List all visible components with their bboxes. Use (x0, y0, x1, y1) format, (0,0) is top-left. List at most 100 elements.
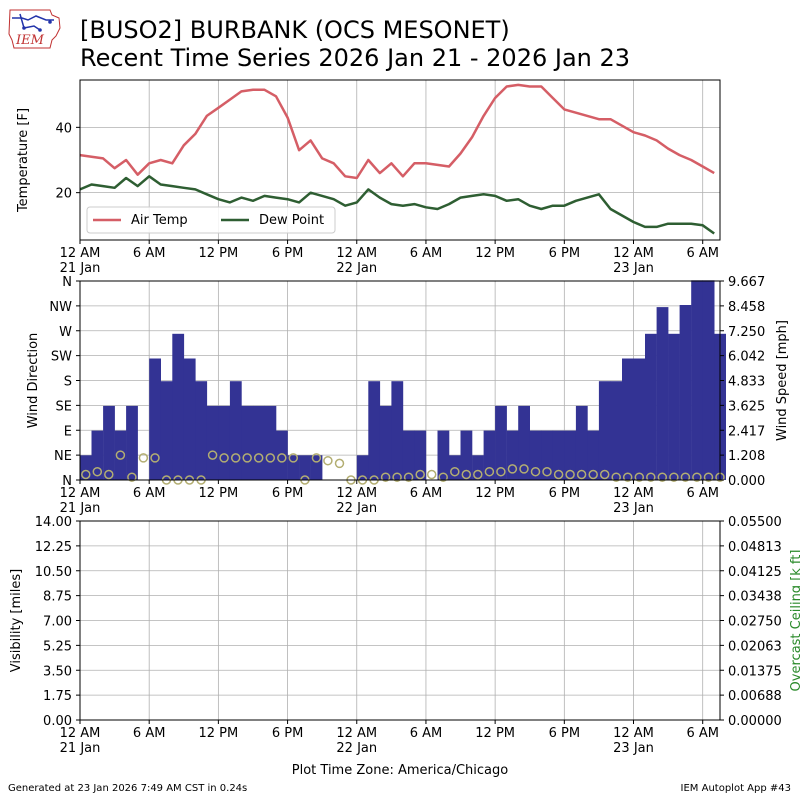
wind-direction-point (438, 472, 448, 482)
x-tick-label: 6 AM (686, 486, 719, 501)
x-tick-label: 12 PM (475, 486, 515, 501)
wind-direction-point (496, 466, 506, 477)
ceiling-tick-label: 0.05500 (728, 515, 782, 530)
iem-logo: IEM (8, 9, 61, 49)
x-tick-label: 12 AM (60, 246, 101, 261)
wind-direction-point (680, 472, 691, 482)
wind-speed-bar (91, 430, 104, 480)
ceiling-tick-label: 0.00688 (728, 689, 782, 704)
wind-direction-point (692, 472, 702, 482)
wind-speed-bar (391, 381, 404, 480)
wind-direction-point (150, 453, 160, 463)
wind-speed-bar (241, 405, 254, 480)
y-tick-label: 40 (55, 121, 72, 136)
speed-tick-label: 4.833 (728, 375, 765, 390)
x-tick-label: 6 AM (410, 486, 443, 501)
x-tick-label: 12 AM (613, 486, 654, 501)
x-tick-label: 6 AM (410, 726, 443, 741)
visibility-tick-label: 1.75 (43, 689, 72, 704)
x-tick-label: 6 AM (133, 726, 166, 741)
wind-direction-point (415, 469, 425, 480)
x-tick-label: 6 AM (410, 246, 443, 261)
wind-direction-point (669, 472, 679, 482)
wind-direction-point (542, 466, 552, 477)
wind-direction-point (380, 472, 391, 482)
wind-direction-point (703, 472, 714, 482)
ceiling-tick-label: 0.03438 (728, 590, 782, 605)
wind-speed-bar (195, 381, 208, 480)
wind-speed-bar (402, 430, 415, 480)
wind-speed-bar (564, 430, 577, 480)
x-tick-label: 12 PM (199, 486, 239, 501)
direction-tick-label: E (64, 424, 72, 439)
direction-tick-label: SE (56, 399, 72, 414)
wind-direction-point (403, 472, 414, 482)
legend-box (86, 206, 336, 234)
x-tick-label: 12 PM (475, 246, 515, 261)
x-tick-label: 12 AM (60, 726, 101, 741)
wind-direction-point (588, 469, 598, 480)
wind-direction-point (553, 469, 564, 480)
autoplot-app-label: IEM Autoplot App #43 (680, 783, 791, 794)
speed-tick-label: 2.417 (728, 424, 765, 439)
visibility-tick-label: 7.00 (43, 615, 72, 630)
ceiling-tick-label: 0.01375 (728, 664, 782, 679)
wind-direction-point (253, 453, 264, 463)
direction-tick-label: NE (54, 449, 72, 464)
chart-title-period: Recent Time Series 2026 Jan 21 - 2026 Ja… (80, 44, 631, 72)
wind-speed-bar (633, 358, 646, 480)
wind-speed-bar (172, 333, 185, 480)
wind-speed-bar (529, 430, 542, 480)
iem-logo-text: IEM (15, 33, 45, 48)
wind-direction-point (265, 453, 276, 463)
y-axis-label-temperature: Temperature [F] (16, 108, 31, 213)
y-axis-label-ceiling: Overcast Ceiling [k ft] (789, 550, 800, 692)
direction-tick-label: N (62, 275, 72, 290)
series-line-air-temp (79, 83, 715, 180)
wind-speed-bar (610, 381, 623, 480)
speed-tick-label: 9.667 (728, 275, 765, 290)
wind-direction-point (657, 472, 668, 482)
wind-direction-point (484, 466, 495, 477)
wind-speed-bar (598, 381, 611, 480)
wind-speed-bar (575, 405, 588, 480)
ceiling-tick-label: 0.04125 (728, 565, 782, 580)
wind-direction-point (219, 453, 229, 463)
wind-speed-bar (253, 405, 265, 480)
x-tick-label: 6 AM (133, 486, 166, 501)
wind-direction-point (622, 472, 633, 482)
x-tick-label: 12 AM (336, 726, 377, 741)
visibility-tick-label: 0.00 (43, 714, 72, 729)
plot-timezone-label: Plot Time Zone: America/Chicago (291, 763, 509, 778)
x-tick-label: 6 PM (272, 726, 303, 741)
x-tick-label: 6 AM (133, 246, 166, 261)
visibility-tick-label: 14.00 (35, 515, 72, 530)
wind-direction-point (646, 472, 656, 482)
direction-tick-label: W (59, 325, 72, 340)
x-tick-label: 6 PM (272, 486, 303, 501)
x-tick-date-label: 21 Jan (60, 261, 101, 276)
x-tick-label: 6 PM (549, 246, 580, 261)
wind-direction-point (207, 450, 218, 460)
wind-direction-point (288, 453, 299, 463)
y-axis-label-wind-speed: Wind Speed [mph] (775, 320, 790, 441)
chart-legend: Air Temp Dew Point (86, 206, 336, 234)
wind-speed-bar (379, 405, 392, 480)
wind-direction-point (115, 450, 126, 460)
generated-timestamp: Generated at 23 Jan 2026 7:49 AM CST in … (8, 783, 248, 794)
wind-speed-bar (126, 405, 138, 480)
x-tick-label: 12 AM (613, 726, 654, 741)
wind-direction-point (81, 469, 91, 480)
x-tick-label: 6 PM (549, 726, 580, 741)
wind-direction-point (507, 464, 518, 474)
x-tick-label: 12 AM (336, 486, 377, 501)
wind-direction-point (450, 466, 460, 477)
wind-direction-point (277, 453, 287, 463)
wind-direction-point (599, 469, 610, 480)
plot-frame (79, 520, 721, 721)
direction-tick-label: SW (51, 350, 72, 365)
wind-speed-bar (368, 381, 381, 480)
wind-direction-point (323, 455, 333, 466)
wind-speed-bar (460, 430, 473, 480)
wind-direction-point (104, 469, 114, 480)
